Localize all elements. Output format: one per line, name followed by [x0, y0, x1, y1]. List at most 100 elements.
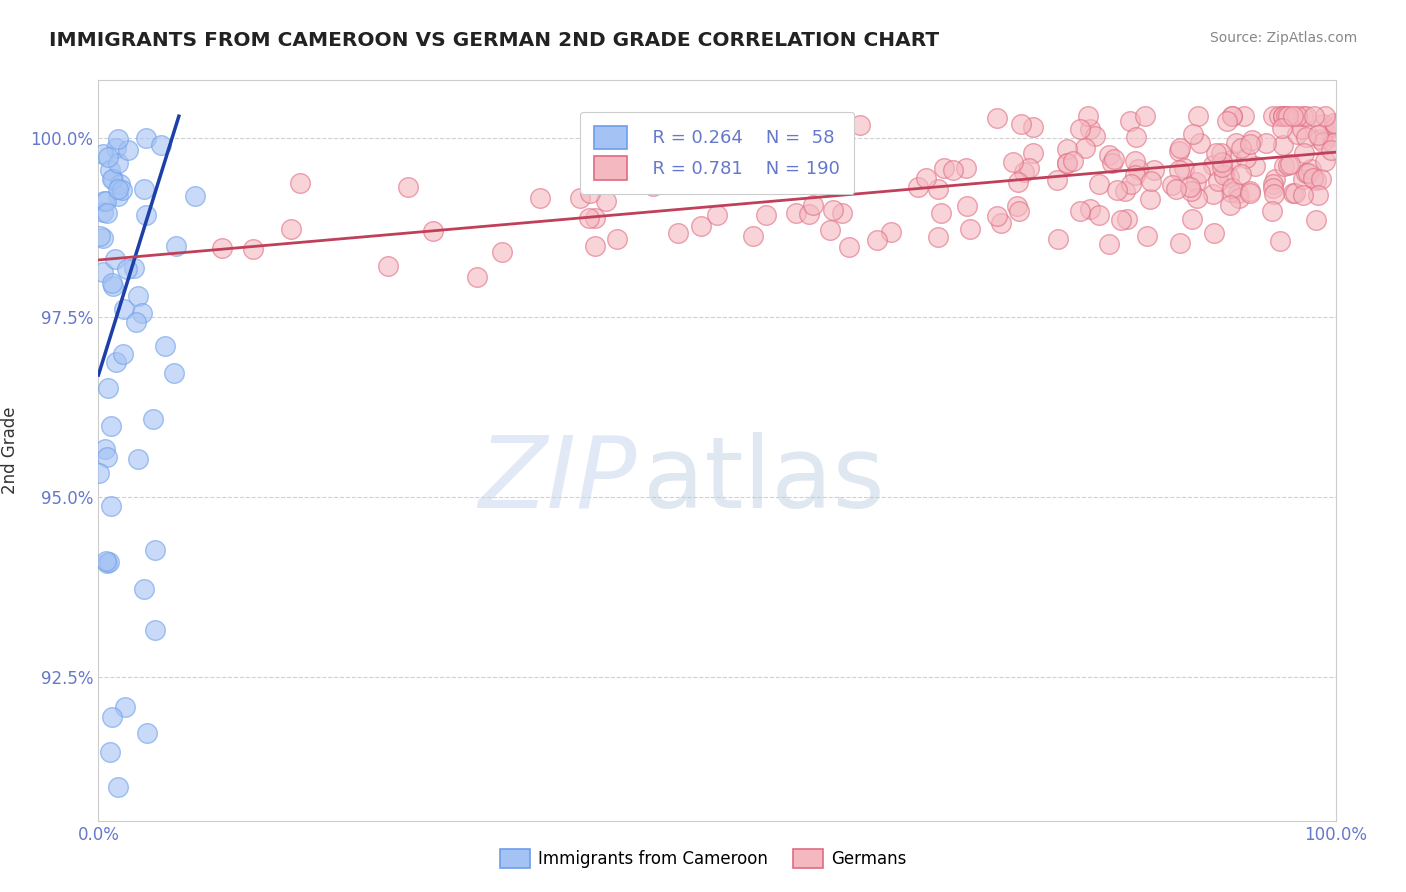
Point [1168, 162, 1191, 177]
Point [93, 265, 115, 279]
Point [1324, 120, 1347, 134]
Point [955, 161, 977, 175]
Point [785, 205, 807, 219]
Point [134, 182, 156, 196]
Point [280, 222, 302, 236]
Point [1230, 167, 1253, 181]
Point [97, 381, 120, 395]
Point [184, 188, 207, 202]
Point [211, 241, 233, 255]
Point [112, 301, 135, 316]
Point [1097, 148, 1119, 162]
Point [1168, 235, 1191, 250]
Point [1319, 129, 1341, 144]
Point [585, 211, 607, 225]
Point [1168, 141, 1191, 155]
Point [1211, 155, 1233, 169]
Point [1087, 178, 1109, 192]
Point [1324, 118, 1347, 132]
Point [1114, 184, 1136, 198]
Point [96, 450, 118, 465]
Point [1188, 166, 1211, 180]
Point [1012, 164, 1035, 178]
Point [1234, 152, 1257, 166]
Point [1291, 122, 1313, 136]
Point [1126, 162, 1149, 177]
Point [1125, 130, 1147, 145]
Point [97, 150, 120, 164]
Point [1282, 186, 1305, 201]
Point [127, 289, 149, 303]
Point [101, 710, 124, 724]
Point [107, 155, 129, 169]
Point [1239, 186, 1261, 201]
Point [1007, 175, 1029, 189]
Point [1101, 155, 1123, 169]
Legend:   R = 0.264    N =  58,   R = 0.781    N = 190: R = 0.264 N = 58, R = 0.781 N = 190 [579, 112, 855, 194]
Point [242, 242, 264, 256]
Point [107, 780, 129, 794]
Point [1123, 154, 1146, 169]
Point [1261, 181, 1284, 195]
Point [942, 163, 965, 178]
Point [98, 745, 121, 759]
Point [104, 140, 127, 154]
Point [1080, 122, 1102, 136]
Point [959, 221, 981, 235]
Point [1303, 109, 1326, 123]
Point [89, 229, 111, 244]
Point [1105, 183, 1128, 197]
Point [1202, 186, 1225, 201]
Point [1220, 109, 1243, 123]
Point [1205, 146, 1227, 161]
Point [96, 556, 118, 570]
Point [111, 347, 134, 361]
Point [1204, 226, 1226, 240]
Point [907, 180, 929, 194]
Point [1313, 109, 1336, 123]
Point [797, 207, 820, 221]
Point [1119, 113, 1142, 128]
Point [956, 199, 979, 213]
Point [115, 262, 138, 277]
Point [1123, 169, 1146, 183]
Point [100, 500, 122, 514]
Point [1282, 109, 1305, 123]
Point [1226, 186, 1249, 200]
Text: IMMIGRANTS FROM CAMEROON VS GERMAN 2ND GRADE CORRELATION CHART: IMMIGRANTS FROM CAMEROON VS GERMAN 2ND G… [49, 31, 939, 50]
Point [100, 162, 122, 177]
Point [1306, 128, 1329, 143]
Point [1185, 175, 1208, 189]
Point [1069, 204, 1091, 219]
Point [666, 226, 689, 240]
Point [107, 188, 129, 202]
Point [1056, 142, 1078, 156]
Point [91, 205, 114, 219]
Point [1047, 232, 1070, 246]
Point [838, 240, 860, 254]
Point [1268, 109, 1291, 123]
Point [1187, 109, 1209, 123]
Point [832, 178, 855, 193]
Point [1216, 114, 1239, 128]
Point [1056, 155, 1078, 169]
Point [1284, 186, 1306, 200]
Point [1263, 186, 1285, 201]
Point [1274, 109, 1296, 123]
Point [1239, 184, 1261, 198]
Point [1292, 109, 1315, 123]
Legend: Immigrants from Cameroon, Germans: Immigrants from Cameroon, Germans [494, 842, 912, 875]
Point [1295, 109, 1317, 123]
Point [865, 233, 887, 247]
Point [94, 442, 117, 457]
Point [1272, 160, 1295, 174]
Point [1161, 178, 1184, 193]
Point [1261, 109, 1284, 123]
Point [1069, 121, 1091, 136]
Point [104, 252, 127, 267]
Point [583, 239, 606, 253]
Point [1320, 144, 1343, 158]
Point [927, 229, 949, 244]
Point [579, 186, 602, 200]
Point [1313, 154, 1336, 169]
